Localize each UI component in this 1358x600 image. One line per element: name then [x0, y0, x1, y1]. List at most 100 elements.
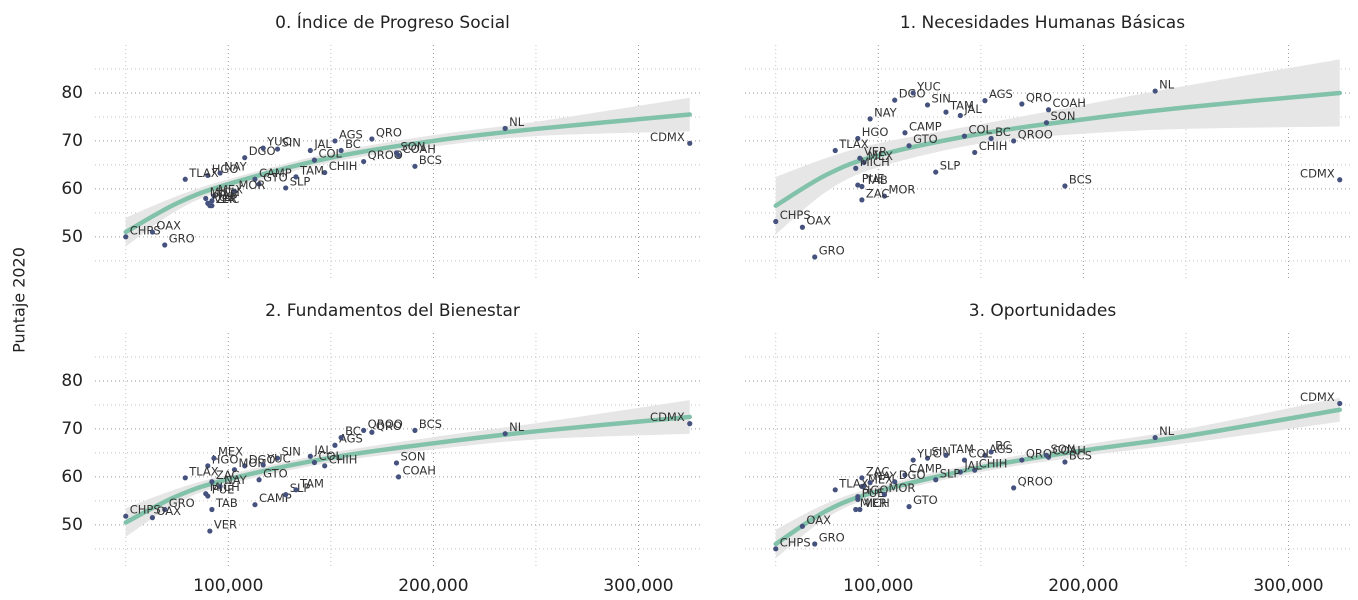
point: [799, 224, 806, 230]
point: [1337, 400, 1343, 407]
point: [961, 457, 968, 463]
point: [910, 457, 916, 463]
point: [252, 176, 258, 182]
point: [832, 147, 838, 154]
panel-title: 1. Necesidades Humanas Básicas: [900, 13, 1185, 33]
point-label: TAM: [299, 163, 324, 177]
point-label: COAH: [1053, 96, 1086, 110]
point: [283, 492, 289, 498]
x-tick-label: 100,000: [843, 576, 913, 596]
point-label: SON: [400, 449, 425, 463]
trend-line: [773, 407, 1342, 547]
y-tick-label: 50: [61, 227, 83, 247]
point-label: TLAX: [838, 137, 869, 151]
point-label: TLAX: [188, 464, 219, 478]
point-label: TAM: [949, 99, 974, 113]
point: [1152, 434, 1158, 441]
point-label: MOR: [238, 456, 265, 470]
trend-line: [123, 112, 692, 235]
point: [961, 133, 968, 139]
point: [867, 480, 873, 486]
trend-line: [123, 414, 692, 525]
point: [972, 467, 978, 473]
point-label: SON: [1050, 109, 1075, 123]
point: [832, 487, 838, 493]
point-label: GTO: [913, 132, 938, 146]
point-label: COAH: [403, 142, 436, 156]
point-label: CHPS: [780, 535, 811, 549]
point-label: MOR: [888, 481, 915, 495]
point-label: AGS: [989, 87, 1013, 101]
point: [307, 147, 313, 154]
point: [1062, 183, 1068, 189]
point: [906, 143, 912, 149]
point: [211, 455, 217, 461]
point: [1019, 101, 1025, 107]
point-label: CDMX: [650, 410, 685, 424]
point: [1337, 177, 1343, 183]
point: [361, 427, 367, 433]
point-label: CAMP: [909, 119, 942, 133]
point-label: SIN: [282, 445, 301, 459]
point: [231, 188, 238, 194]
point-label: AGS: [339, 432, 363, 446]
point-label: CHIH: [329, 159, 358, 173]
point: [853, 165, 859, 171]
point-label: GTO: [263, 171, 288, 185]
point-label: NL: [509, 420, 525, 434]
point-label: NAY: [224, 160, 248, 174]
point-label: ZAC: [216, 192, 240, 206]
point-label: MICH: [860, 155, 890, 169]
point: [338, 434, 344, 441]
point-label: MICH: [210, 480, 240, 494]
point: [311, 459, 318, 466]
point-label: GRO: [819, 243, 845, 257]
y-tick-label: 80: [61, 83, 83, 103]
point-label: CHIH: [979, 457, 1008, 471]
point: [361, 158, 367, 165]
point: [205, 463, 211, 469]
point-label: TAM: [949, 442, 974, 456]
point: [207, 528, 213, 534]
point-label: QRO: [376, 126, 402, 140]
point-label: SIN: [932, 91, 951, 105]
point-label: PUE: [212, 190, 235, 204]
panel: 1. Necesidades Humanas Básicas AGS BC BCS CA…: [745, 13, 1350, 280]
point-label: COAH: [403, 463, 436, 477]
point-label: MICH: [210, 185, 240, 199]
point: [943, 452, 949, 458]
point-label: SON: [1050, 442, 1075, 456]
point: [149, 515, 156, 521]
point: [812, 254, 818, 260]
point: [982, 98, 988, 104]
point: [855, 496, 861, 503]
y-tick-label: 70: [61, 131, 83, 151]
point: [322, 169, 328, 176]
point-label: JAL: [313, 443, 332, 457]
point-label: CHIH: [329, 452, 358, 466]
point-label: NL: [509, 115, 525, 129]
point-label: MEX: [218, 183, 243, 197]
point: [209, 506, 215, 513]
point-label: HGO: [862, 483, 889, 497]
point: [307, 453, 313, 459]
point-label: JAL: [313, 137, 332, 151]
point: [123, 234, 129, 240]
point-label: COAH: [1053, 444, 1086, 458]
point-label: COL: [318, 147, 342, 161]
point: [773, 218, 779, 225]
point: [855, 182, 861, 188]
point: [1152, 88, 1158, 94]
point: [906, 504, 912, 510]
point: [217, 483, 223, 490]
point: [1062, 459, 1068, 465]
point-label: CDMX: [1300, 390, 1335, 404]
point-label: BCS: [419, 153, 442, 167]
point-label: DGO: [249, 144, 276, 158]
point: [260, 145, 266, 151]
point: [211, 193, 217, 199]
point-label: NAY: [874, 105, 898, 119]
point-label: BC: [345, 137, 361, 151]
x-tick-label: 100,000: [193, 576, 263, 596]
